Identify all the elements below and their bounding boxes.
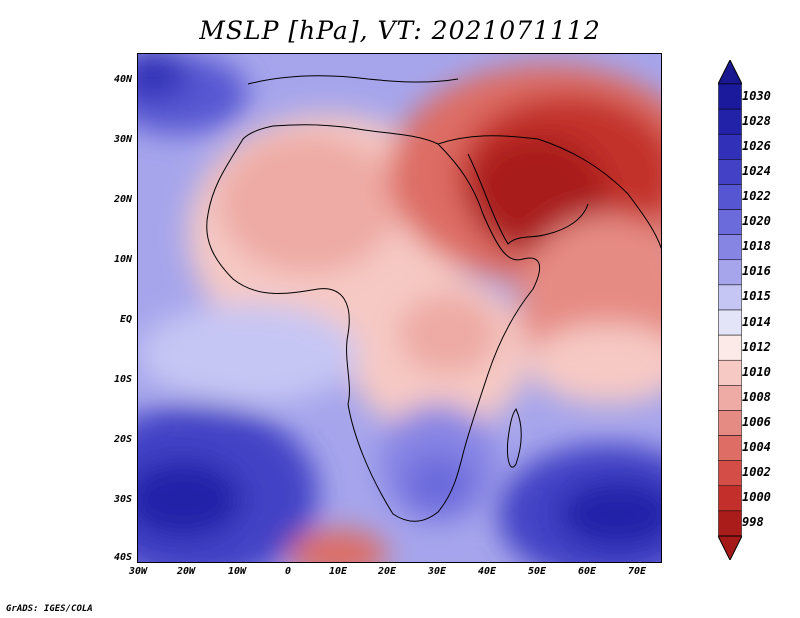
x-tick-label: 60E: [577, 566, 597, 577]
colorbar-swatch: [718, 359, 742, 386]
y-tick-label: 20N: [113, 194, 132, 205]
x-tick-label: 10W: [227, 566, 247, 577]
y-tick-label: 20S: [113, 434, 132, 445]
x-tick-label: 20E: [377, 566, 397, 577]
colorbar: [718, 60, 742, 560]
colorbar-swatch: [718, 284, 742, 311]
colorbar-swatch: [718, 209, 742, 235]
colorbar-swatch: [718, 133, 742, 160]
colorbar-label: 1018: [742, 239, 771, 254]
colorbar-label: 1004: [742, 440, 771, 455]
colorbar-label: 1002: [742, 465, 771, 480]
colorbar-label: 1006: [742, 415, 771, 429]
y-tick-label: EQ: [119, 314, 132, 325]
colorbar-swatch: [718, 159, 742, 185]
chart-title: MSLP [hPa], VT: 2021071112: [199, 16, 601, 45]
x-tick-label: 10E: [328, 566, 348, 577]
colorbar-label: 1020: [742, 214, 771, 229]
y-tick-label: 10S: [113, 374, 132, 385]
colorbar-label: 1014: [742, 314, 771, 329]
colorbar-swatch: [718, 184, 742, 210]
colorbar-swatch: [718, 334, 742, 361]
colorbar-swatch: [718, 234, 742, 261]
colorbar-swatch: [718, 485, 742, 512]
colorbar-top-arrow: [718, 60, 742, 85]
y-tick-label: 30N: [113, 134, 132, 145]
colorbar-swatch: [718, 108, 742, 135]
colorbar-swatch: [718, 385, 742, 411]
colorbar-label: 1024: [742, 163, 771, 178]
y-tick-label: 40S: [113, 552, 132, 563]
colorbar-swatch: [718, 410, 742, 436]
colorbar-label: 1026: [742, 138, 771, 153]
x-tick-label: 0: [284, 566, 292, 577]
footer-credit: GrADS: IGES/COLA: [6, 604, 93, 614]
colorbar-bottom-arrow: [718, 535, 742, 560]
colorbar-swatch: [718, 83, 742, 110]
colorbar-label: 1010: [742, 364, 771, 379]
colorbar-label: 1030: [742, 88, 771, 103]
colorbar-label: 1015: [742, 289, 771, 304]
coastlines: [206, 75, 661, 522]
pressure-map: [137, 53, 662, 563]
y-tick-label: 10N: [113, 254, 132, 265]
colorbar-label: 1022: [742, 189, 771, 203]
pressure-field: [138, 54, 661, 562]
x-tick-label: 30E: [427, 566, 447, 577]
colorbar-swatch: [718, 460, 742, 487]
colorbar-label: 1028: [742, 113, 771, 128]
x-tick-label: 20W: [176, 566, 196, 577]
colorbar-label: 1000: [742, 490, 771, 505]
x-tick-label: 70E: [627, 566, 647, 577]
x-tick-label: 50E: [527, 566, 547, 577]
colorbar-swatch: [718, 309, 742, 336]
y-tick-label: 30S: [113, 494, 132, 505]
colorbar-label: 1012: [742, 339, 771, 354]
colorbar-label: 1016: [742, 264, 771, 279]
colorbar-swatch: [718, 435, 742, 461]
x-tick-label: 40E: [477, 566, 497, 577]
colorbar-label: 998: [742, 515, 764, 530]
x-tick-label: 30W: [128, 566, 148, 577]
colorbar-swatch: [718, 510, 742, 537]
colorbar-swatch: [718, 259, 742, 286]
y-tick-label: 40N: [113, 74, 132, 85]
colorbar-label: 1008: [742, 389, 771, 404]
